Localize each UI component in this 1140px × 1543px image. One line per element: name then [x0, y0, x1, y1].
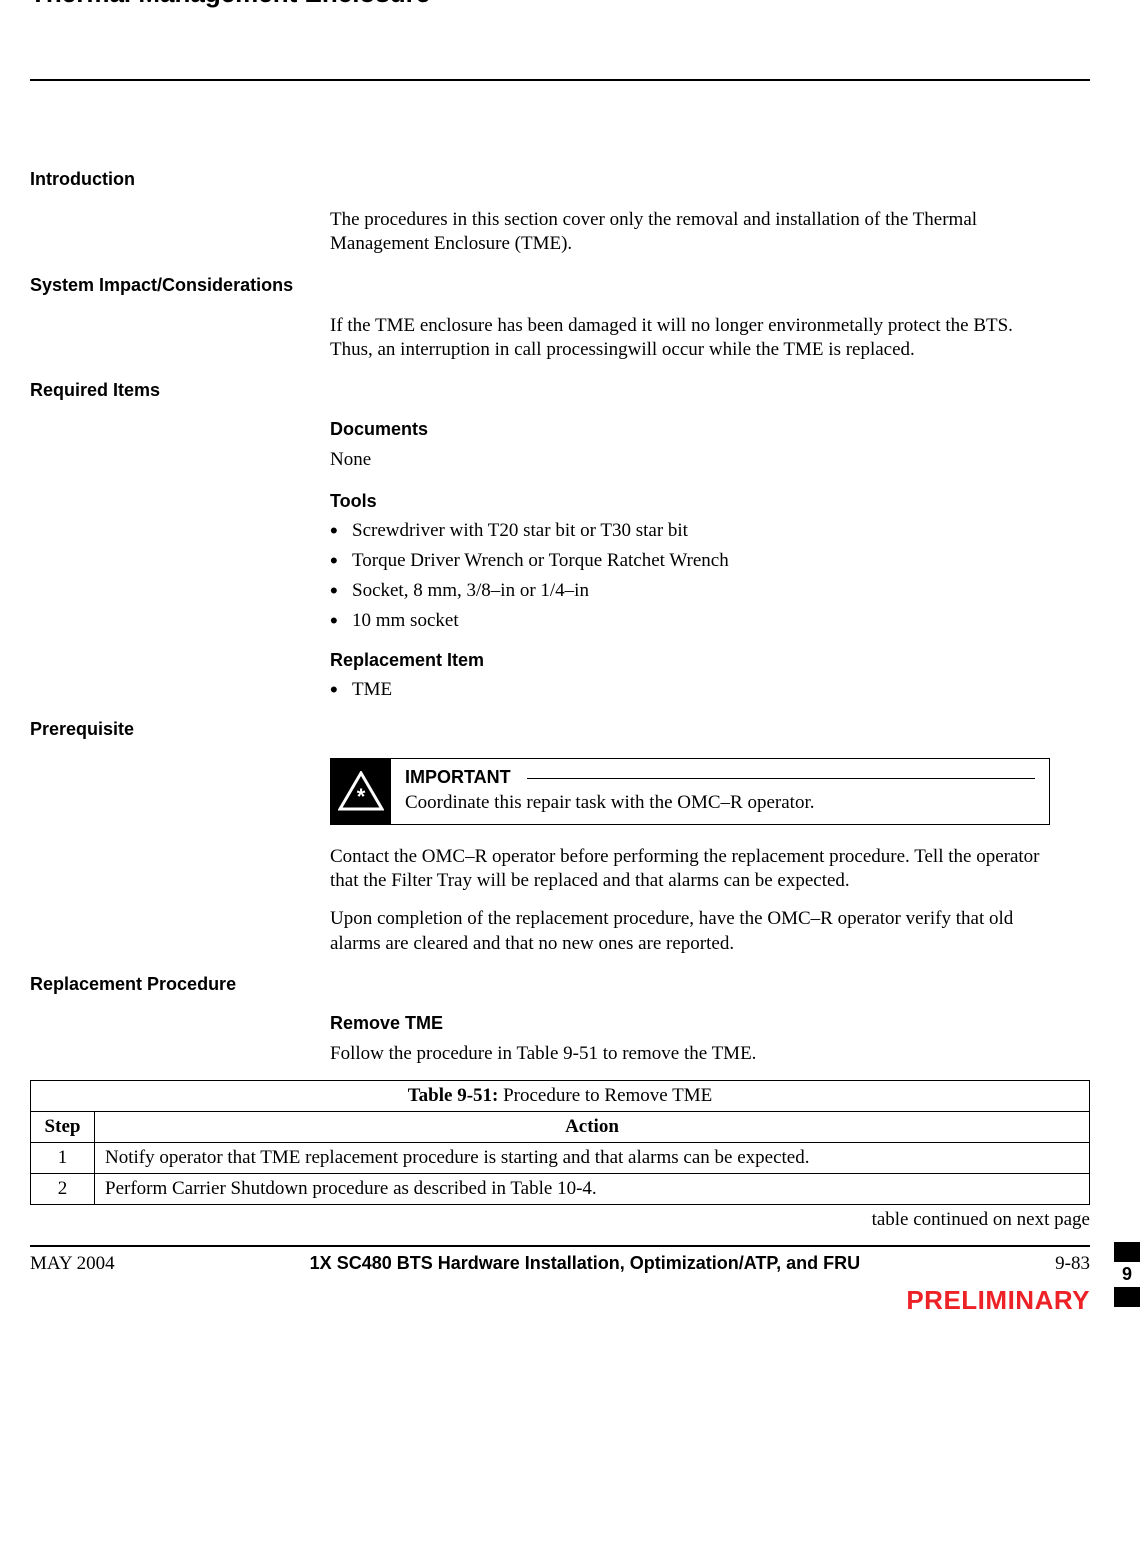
documents-value: None [330, 448, 1050, 472]
intro-body: The procedures in this section cover onl… [330, 208, 1050, 257]
step-cell: 2 [31, 1174, 95, 1205]
chapter-tab: 9 [1114, 1242, 1140, 1307]
table-title: Procedure to Remove TME [498, 1085, 712, 1106]
heading-system-impact: System Impact/Considerations [30, 275, 1090, 296]
document-page: Thermal Management Enclosure Introductio… [0, 0, 1140, 1543]
table-row: 1 Notify operator that TME replacement p… [31, 1143, 1090, 1174]
heading-prerequisite: Prerequisite [30, 719, 1090, 740]
prereq-body-1: Contact the OMC–R operator before perfor… [330, 845, 1050, 894]
star-triangle-icon: * [338, 771, 384, 811]
svg-text:*: * [356, 784, 365, 809]
tab-block-top [1114, 1242, 1140, 1262]
footer-date: MAY 2004 [30, 1253, 115, 1275]
list-item: • Torque Driver Wrench or Torque Ratchet… [330, 550, 1090, 572]
tool-item: 10 mm socket [352, 610, 1090, 632]
footer-doc-title: 1X SC480 BTS Hardware Installation, Opti… [115, 1253, 1056, 1274]
heading-replacement-procedure: Replacement Procedure [30, 974, 1090, 995]
heading-required-items: Required Items [30, 380, 1090, 401]
bullet-icon: • [330, 610, 352, 632]
list-item: • Screwdriver with T20 star bit or T30 s… [330, 520, 1090, 542]
col-step: Step [31, 1112, 95, 1143]
table-header-row: Step Action [31, 1112, 1090, 1143]
footer-row: MAY 2004 1X SC480 BTS Hardware Installat… [30, 1253, 1090, 1275]
col-action: Action [95, 1112, 1090, 1143]
prereq-body-2: Upon completion of the replacement proce… [330, 907, 1050, 956]
footer-page-number: 9-83 [1055, 1253, 1090, 1275]
step-cell: 1 [31, 1143, 95, 1174]
subheading-replacement-item: Replacement Item [330, 650, 1090, 671]
action-cell: Perform Carrier Shutdown procedure as de… [95, 1174, 1090, 1205]
bullet-icon: • [330, 679, 352, 701]
table-title-row: Table 9-51: Procedure to Remove TME [31, 1081, 1090, 1112]
table-number: Table 9-51: [408, 1085, 499, 1106]
subheading-documents: Documents [330, 419, 1090, 440]
table-title-cell: Table 9-51: Procedure to Remove TME [31, 1081, 1090, 1112]
important-body: Coordinate this repair task with the OMC… [405, 792, 1035, 814]
tool-item: Torque Driver Wrench or Torque Ratchet W… [352, 550, 1090, 572]
heading-introduction: Introduction [30, 169, 1090, 190]
subheading-tools: Tools [330, 491, 1090, 512]
important-text-cell: IMPORTANT Coordinate this repair task wi… [390, 758, 1050, 825]
important-icon-cell: * [330, 758, 390, 825]
footer-rule [30, 1245, 1090, 1247]
replacement-item-list: • TME [330, 679, 1090, 701]
subheading-remove-tme: Remove TME [330, 1013, 1090, 1034]
bullet-icon: • [330, 520, 352, 542]
important-label: IMPORTANT [405, 767, 527, 788]
important-callout: * IMPORTANT Coordinate this repair task … [330, 758, 1050, 825]
list-item: • Socket, 8 mm, 3/8–in or 1/4–in [330, 580, 1090, 602]
tab-number: 9 [1114, 1262, 1140, 1287]
table-row: 2 Perform Carrier Shutdown procedure as … [31, 1174, 1090, 1205]
page-title: Thermal Management Enclosure [30, 0, 1090, 9]
tool-item: Screwdriver with T20 star bit or T30 sta… [352, 520, 1090, 542]
preliminary-stamp: PRELIMINARY [30, 1285, 1090, 1316]
action-cell: Notify operator that TME replacement pro… [95, 1143, 1090, 1174]
replace-proc-intro: Follow the procedure in Table 9-51 to re… [330, 1042, 1050, 1066]
list-item: • TME [330, 679, 1090, 701]
important-label-row: IMPORTANT [405, 767, 1035, 788]
bullet-icon: • [330, 550, 352, 572]
tool-item: Socket, 8 mm, 3/8–in or 1/4–in [352, 580, 1090, 602]
bullet-icon: • [330, 580, 352, 602]
important-rule [527, 778, 1035, 779]
tab-block-bottom [1114, 1287, 1140, 1307]
impact-body: If the TME enclosure has been damaged it… [330, 314, 1050, 363]
procedure-table: Table 9-51: Procedure to Remove TME Step… [30, 1080, 1090, 1205]
replacement-item: TME [352, 679, 1090, 701]
list-item: • 10 mm socket [330, 610, 1090, 632]
table-continued: table continued on next page [30, 1209, 1090, 1231]
tools-list: • Screwdriver with T20 star bit or T30 s… [330, 520, 1090, 632]
